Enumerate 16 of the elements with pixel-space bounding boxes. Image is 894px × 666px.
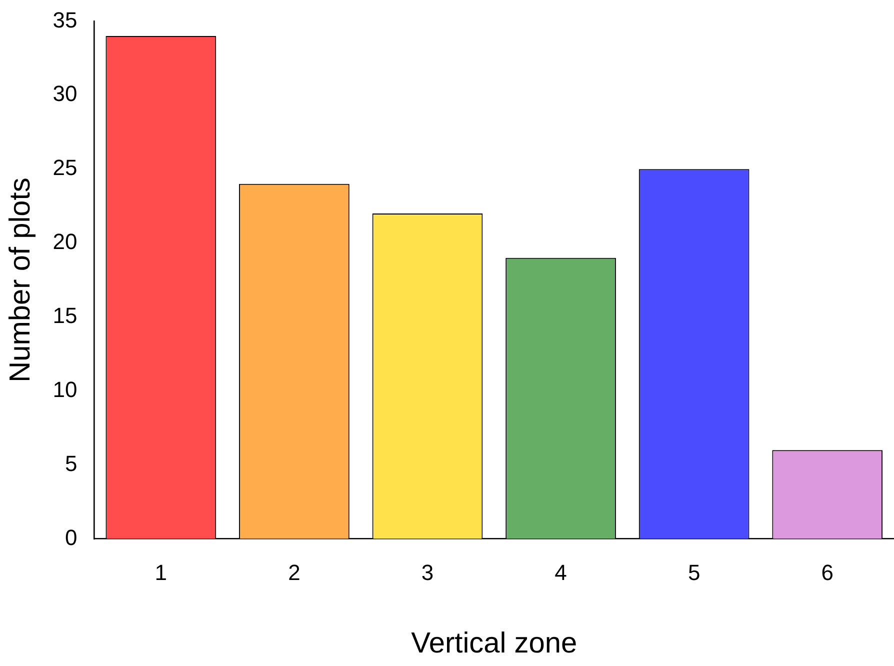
y-axis-title: Number of plots (4, 178, 36, 382)
x-tick-label: 4 (554, 560, 567, 586)
y-tick-label: 30 (52, 81, 78, 106)
x-tick-label: 1 (154, 560, 168, 586)
y-tick-label: 0 (65, 524, 78, 550)
y-tick-label: 20 (52, 229, 78, 254)
x-axis-title: Vertical zone (411, 628, 578, 660)
y-tick-label: 35 (52, 7, 78, 32)
y-tick-label: 25 (52, 155, 78, 180)
y-tick-label: 15 (52, 303, 78, 328)
x-tick-label: 6 (821, 560, 834, 586)
x-tick-label: 5 (688, 560, 700, 586)
y-tick-label: 10 (52, 376, 78, 402)
y-tick-label: 5 (65, 450, 78, 476)
x-tick-label: 3 (421, 560, 434, 586)
x-tick-label: 2 (288, 560, 300, 586)
